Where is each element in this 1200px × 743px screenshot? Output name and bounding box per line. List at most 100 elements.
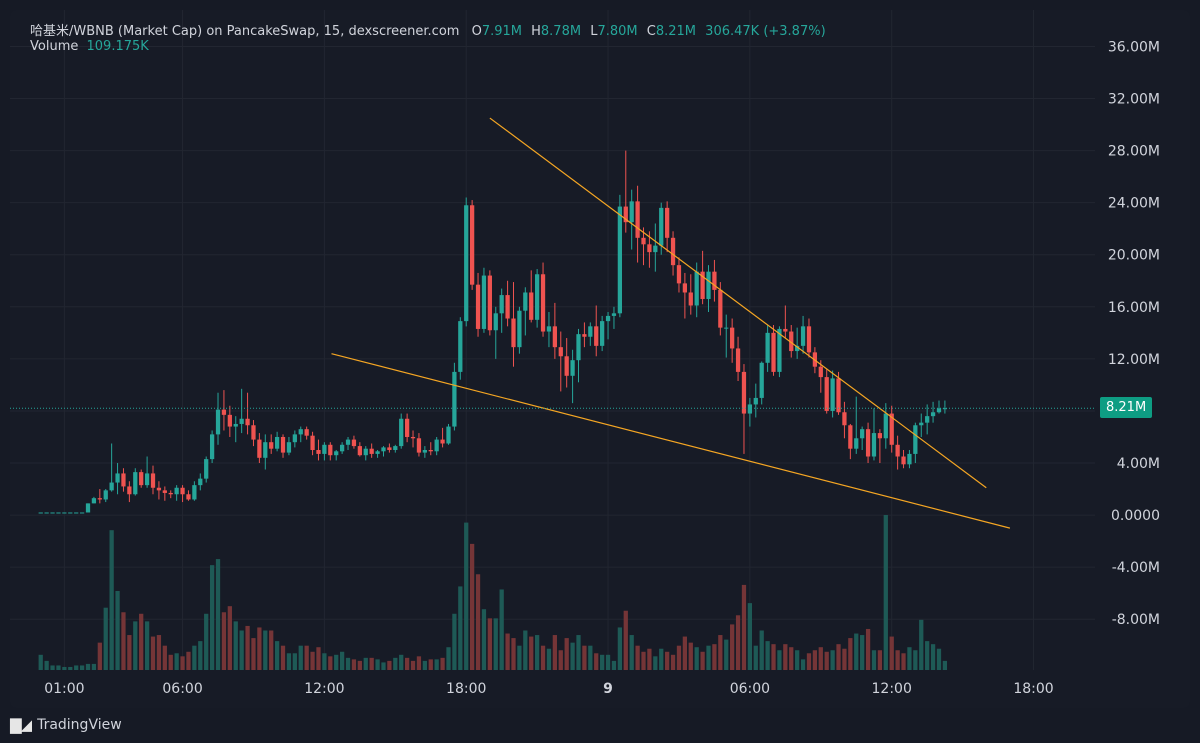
candlestick-chart[interactable]: -8.00M -4.00M 0.0000 4.00M 12.00M 16.00M 20.00…: [10, 10, 1190, 708]
chart-area[interactable]: -8.00M -4.00M 0.0000 4.00M 12.00M 16.00M 20.00…: [10, 10, 1190, 708]
volume-bar: [44, 660, 49, 670]
y-tick-label: 32.00M: [1108, 92, 1160, 108]
candle-body: [440, 439, 445, 444]
volume-bar: [269, 630, 274, 670]
candle-body: [865, 429, 871, 457]
candle-body: [777, 328, 782, 372]
tradingview-logo-icon[interactable]: ▇◢: [10, 716, 32, 734]
volume-bar: [771, 644, 776, 670]
volume-bar: [251, 638, 256, 670]
candle-body: [730, 327, 735, 349]
volume-bar: [345, 657, 351, 670]
volume-bar: [298, 645, 303, 670]
candle-body: [446, 426, 451, 444]
candle-body: [428, 450, 433, 452]
candle-body: [150, 473, 156, 488]
volume-bar: [564, 638, 569, 670]
candle-body: [481, 275, 487, 329]
candle-body: [558, 347, 563, 357]
volume-bar: [186, 651, 191, 670]
x-tick-label: 9: [603, 681, 613, 697]
candle-body: [127, 486, 132, 495]
volume-bar: [144, 621, 150, 670]
candle-body: [659, 207, 664, 246]
volume-bar: [209, 565, 215, 670]
volume-bar: [221, 612, 227, 670]
volume-bar: [168, 654, 173, 670]
volume-bar: [310, 651, 315, 670]
volume-bar: [901, 653, 906, 670]
volume-bar: [765, 641, 770, 670]
volume-bar: [759, 630, 764, 670]
candle-body: [475, 284, 481, 329]
volume-bar: [50, 665, 55, 670]
candle-body: [375, 451, 380, 454]
y-tick-label: -8.00M: [1112, 612, 1160, 628]
volume-bar: [470, 543, 475, 670]
volume-bar: [913, 650, 918, 670]
volume-bar: [334, 654, 339, 670]
candle-body: [192, 485, 197, 500]
volume-bar: [85, 663, 91, 670]
volume-bar: [404, 657, 410, 670]
candle-body: [830, 378, 835, 411]
candle-body: [121, 473, 126, 487]
candle-body: [907, 453, 912, 465]
volume-bar: [570, 642, 575, 670]
candle-body: [665, 207, 670, 238]
candle-body: [930, 412, 936, 417]
x-tick-label: 01:00: [44, 681, 84, 697]
candle-body: [79, 512, 85, 514]
brand-name[interactable]: TradingView: [37, 717, 122, 733]
candle-body: [670, 237, 676, 266]
volume-bar: [830, 650, 835, 670]
volume-bar: [605, 654, 611, 670]
candle-body: [712, 271, 717, 290]
candle-body: [848, 425, 853, 449]
volume-bar: [103, 607, 108, 670]
volume-bar: [682, 636, 688, 670]
candle-body: [706, 271, 711, 299]
y-tick-label: 20.00M: [1108, 248, 1160, 264]
volume-bar: [594, 653, 599, 670]
candle-body: [452, 371, 457, 427]
candle-body: [535, 274, 540, 320]
volume-bar: [79, 665, 85, 670]
trend-lines[interactable]: [331, 117, 1011, 529]
candle-body: [310, 435, 315, 450]
candle-body: [647, 244, 652, 253]
volume-bar: [670, 654, 676, 670]
volume-bar: [576, 635, 581, 670]
candle-body: [381, 447, 386, 452]
candle-body: [133, 472, 138, 495]
candle-body: [883, 413, 888, 439]
candle-body: [458, 321, 463, 372]
candle-body: [741, 371, 747, 414]
candle-body: [103, 490, 108, 500]
volume-bar: [121, 612, 126, 670]
candle-body: [144, 473, 150, 486]
volume-bar: [339, 651, 345, 670]
volume-bar: [328, 656, 333, 670]
candle-body: [298, 429, 303, 435]
volume-bar: [387, 660, 392, 670]
volume-bar: [162, 645, 167, 670]
candle-body: [334, 451, 339, 456]
volume-bar: [363, 657, 368, 670]
volume-bar: [907, 647, 912, 670]
volume-bar: [517, 645, 522, 670]
candle-body: [564, 356, 569, 376]
volume-bar: [629, 635, 634, 670]
volume-bar: [600, 654, 605, 670]
volume-bar: [446, 647, 451, 670]
candle-body: [387, 447, 392, 450]
volume-legend: Volume 109.175K: [30, 39, 149, 54]
candle-body: [889, 413, 894, 445]
candle-body: [936, 408, 942, 413]
volume-bar: [546, 648, 552, 670]
volume-bar: [56, 665, 61, 670]
y-tick-label: 4.00M: [1117, 456, 1160, 472]
candle-body: [198, 478, 203, 486]
volume-bar: [109, 530, 114, 670]
candle-body: [245, 418, 250, 426]
